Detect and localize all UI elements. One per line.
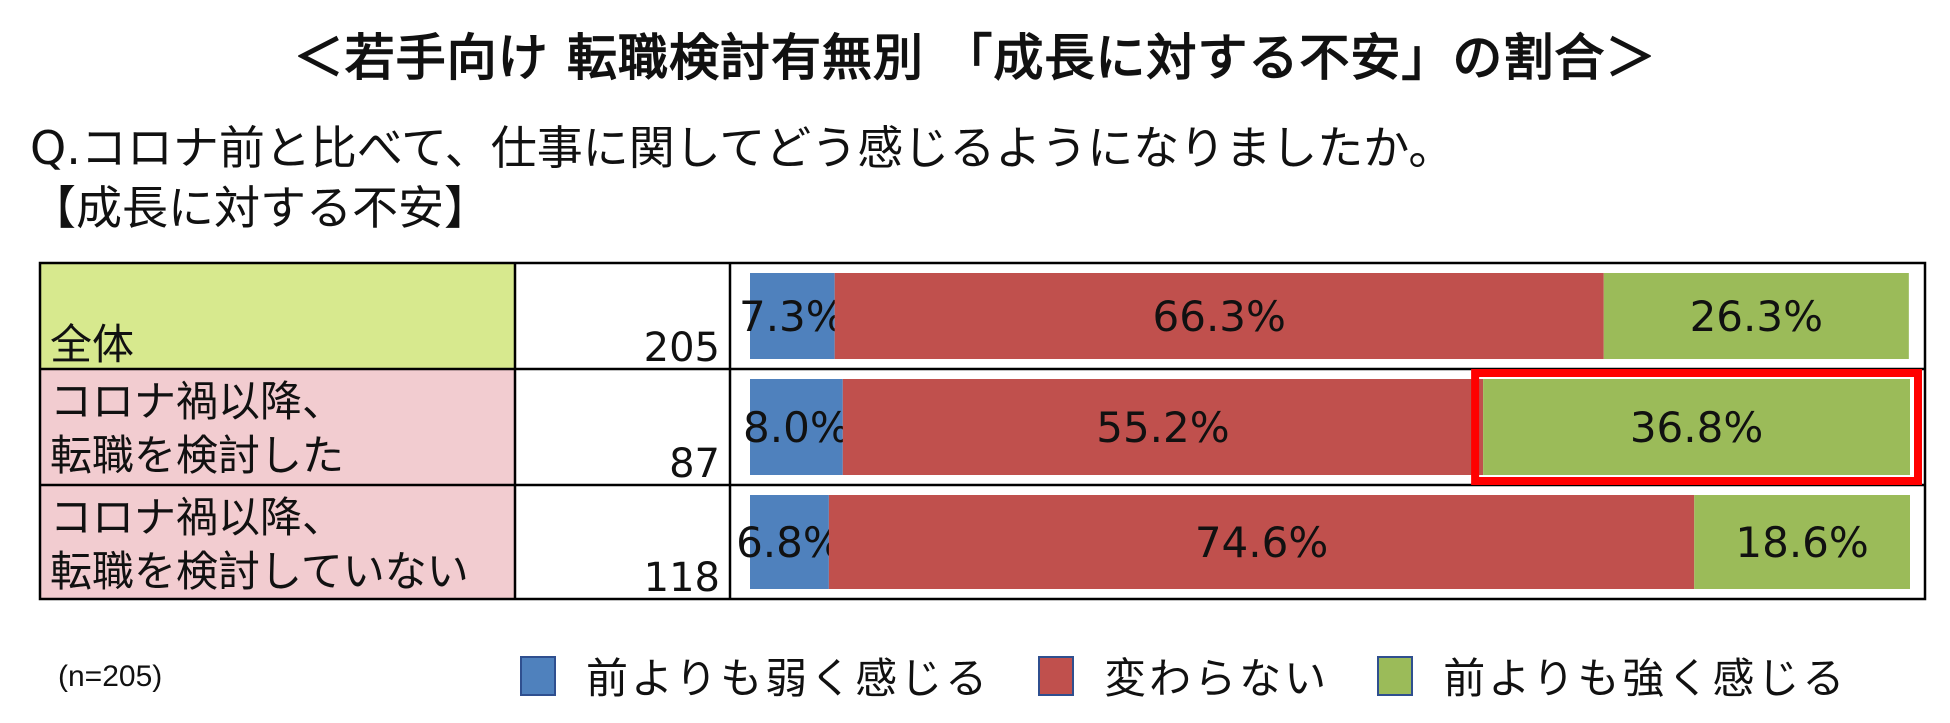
row-n-value: 205 bbox=[644, 325, 720, 371]
row-n-value: 87 bbox=[669, 441, 720, 487]
row-label-cell bbox=[40, 369, 515, 485]
data-label: 66.3% bbox=[1153, 292, 1286, 341]
row-label: 全体 bbox=[50, 320, 134, 369]
data-label: 7.3% bbox=[739, 292, 846, 341]
legend: 前よりも弱く感じる 変わらない 前よりも強く感じる bbox=[520, 645, 1895, 706]
legend-item-same: 変わらない bbox=[1038, 645, 1329, 706]
data-label: 36.8% bbox=[1630, 403, 1763, 452]
bar-segment bbox=[842, 379, 1484, 475]
legend-swatch-weaker bbox=[520, 655, 556, 696]
bar-segment bbox=[1694, 495, 1910, 589]
legend-item-stronger: 前よりも強く感じる bbox=[1377, 645, 1847, 706]
row-label: 転職を検討していない bbox=[50, 547, 469, 596]
bar-segment bbox=[1483, 379, 1910, 475]
row-label: コロナ禍以降、 bbox=[50, 377, 344, 426]
sample-size-note: (n=205) bbox=[58, 660, 163, 693]
highlight-box bbox=[1471, 369, 1922, 485]
data-label: 6.8% bbox=[736, 518, 843, 567]
legend-label-stronger: 前よりも強く感じる bbox=[1443, 654, 1848, 703]
bar-segment bbox=[750, 495, 829, 589]
legend-label-same: 変わらない bbox=[1104, 654, 1330, 703]
bar-segment bbox=[834, 273, 1604, 359]
row-n-value: 118 bbox=[644, 555, 720, 601]
chart-title: ＜若手向け 転職検討有無別 「成長に対する不安」の割合＞ bbox=[293, 29, 1657, 87]
data-label: 8.0% bbox=[743, 403, 850, 452]
data-label: 18.6% bbox=[1735, 518, 1868, 567]
bar-segment bbox=[828, 495, 1695, 589]
subquestion-text: 【成長に対する不安】 bbox=[30, 181, 490, 235]
row-label: 転職を検討した bbox=[50, 431, 344, 480]
table-border bbox=[38, 261, 1927, 601]
row-label-cell bbox=[40, 485, 515, 599]
data-label: 74.6% bbox=[1195, 518, 1328, 567]
row-label: コロナ禍以降、 bbox=[50, 493, 344, 542]
bar-segment bbox=[750, 273, 835, 359]
bar-segment bbox=[750, 379, 843, 475]
legend-item-weaker: 前よりも弱く感じる bbox=[520, 645, 990, 706]
row-label-cell bbox=[40, 263, 515, 369]
legend-swatch-same bbox=[1038, 655, 1075, 696]
legend-swatch-stronger bbox=[1377, 655, 1414, 696]
legend-label-weaker: 前よりも弱く感じる bbox=[586, 654, 991, 703]
data-label: 26.3% bbox=[1690, 292, 1823, 341]
bar-segment bbox=[1603, 273, 1909, 359]
data-label: 55.2% bbox=[1096, 403, 1229, 452]
question-text: Q.コロナ前と比べて、仕事に関してどう感じるようになりましたか。 bbox=[30, 121, 1455, 175]
